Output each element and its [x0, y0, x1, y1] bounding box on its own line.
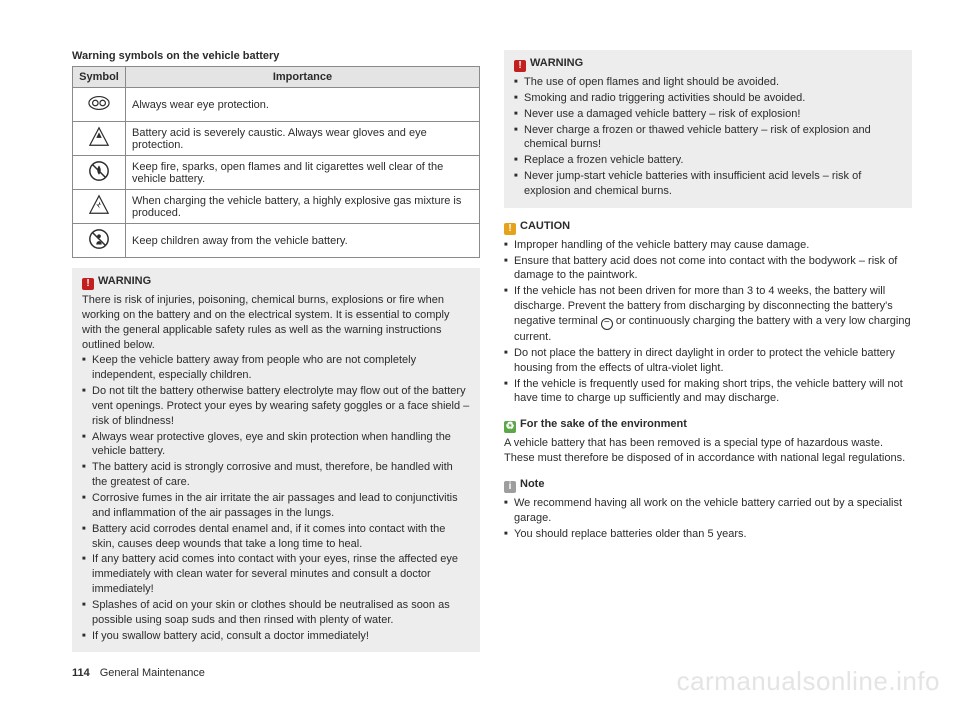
warning-box-left: ! WARNING There is risk of injuries, pois…	[72, 268, 480, 652]
list-item: Splashes of acid on your skin or clothes…	[82, 598, 470, 628]
symbol-cell	[73, 156, 126, 190]
section-name: General Maintenance	[100, 667, 205, 679]
list-item: If any battery acid comes into contact w…	[82, 552, 470, 597]
list-item: Smoking and radio triggering activities …	[514, 91, 902, 106]
note-label: Note	[520, 478, 544, 490]
table-title: Warning symbols on the vehicle battery	[72, 50, 480, 62]
warning-list: The use of open flames and light should …	[514, 75, 902, 199]
symbol-cell	[73, 88, 126, 122]
warning-list: Keep the vehicle battery away from peopl…	[82, 353, 470, 643]
table-row: Keep children away from the vehicle batt…	[73, 224, 480, 258]
list-item: Never use a damaged vehicle battery – ri…	[514, 107, 902, 122]
table-row: When charging the vehicle battery, a hig…	[73, 190, 480, 224]
acid-triangle-icon	[88, 126, 110, 148]
list-item: Corrosive fumes in the air irritate the …	[82, 491, 470, 521]
symbol-desc: Keep children away from the vehicle batt…	[126, 224, 480, 258]
note-heading: i Note	[504, 478, 912, 493]
symbol-cell	[73, 122, 126, 156]
list-item: Improper handling of the vehicle battery…	[504, 238, 912, 253]
symbols-table: Symbol Importance Always wear eye protec…	[72, 66, 480, 258]
warning-intro: There is risk of injuries, poisoning, ch…	[82, 293, 470, 352]
symbol-desc: Battery acid is severely caustic. Always…	[126, 122, 480, 156]
env-heading: ♻ For the sake of the environment	[504, 418, 912, 433]
no-children-icon	[88, 228, 110, 250]
table-header-row: Symbol Importance	[73, 67, 480, 88]
left-column: Warning symbols on the vehicle battery S…	[72, 50, 480, 652]
page-content: Warning symbols on the vehicle battery S…	[0, 0, 960, 672]
list-item: Always wear protective gloves, eye and s…	[82, 430, 470, 460]
warning-label: WARNING	[530, 57, 583, 69]
minus-terminal-icon: −	[601, 318, 613, 330]
symbol-desc: Keep fire, sparks, open flames and lit c…	[126, 156, 480, 190]
env-text: A vehicle battery that has been removed …	[504, 436, 912, 466]
symbol-cell	[73, 190, 126, 224]
table-row: Keep fire, sparks, open flames and lit c…	[73, 156, 480, 190]
th-importance: Importance	[126, 67, 480, 88]
list-item: Battery acid corrodes dental enamel and,…	[82, 522, 470, 552]
symbol-desc: Always wear eye protection.	[126, 88, 480, 122]
warning-box-right: ! WARNING The use of open flames and ligh…	[504, 50, 912, 208]
list-item: Never jump-start vehicle batteries with …	[514, 169, 902, 199]
list-item: The battery acid is strongly corrosive a…	[82, 460, 470, 490]
caution-body: Improper handling of the vehicle battery…	[504, 238, 912, 406]
warning-heading: ! WARNING	[514, 56, 902, 72]
warning-label: WARNING	[98, 275, 151, 287]
list-item: Replace a frozen vehicle battery.	[514, 153, 902, 168]
note-list: We recommend having all work on the vehi…	[504, 496, 912, 542]
list-item: The use of open flames and light should …	[514, 75, 902, 90]
list-item: Do not place the battery in direct dayli…	[504, 346, 912, 376]
warning-heading: ! WARNING	[82, 274, 470, 290]
list-item: You should replace batteries older than …	[504, 527, 912, 542]
note-icon: i	[504, 481, 516, 493]
goggles-icon	[88, 92, 110, 114]
caution-icon: !	[504, 223, 516, 235]
list-item: If the vehicle is frequently used for ma…	[504, 377, 912, 407]
list-item: We recommend having all work on the vehi…	[504, 496, 912, 526]
no-flame-icon	[88, 160, 110, 182]
th-symbol: Symbol	[73, 67, 126, 88]
caution-label: CAUTION	[520, 220, 570, 232]
list-item: Ensure that battery acid does not come i…	[504, 254, 912, 284]
table-row: Battery acid is severely caustic. Always…	[73, 122, 480, 156]
list-item: Never charge a frozen or thawed vehicle …	[514, 123, 902, 153]
symbol-desc: When charging the vehicle battery, a hig…	[126, 190, 480, 224]
list-item: Keep the vehicle battery away from peopl…	[82, 353, 470, 383]
note-body: We recommend having all work on the vehi…	[504, 496, 912, 542]
symbol-cell	[73, 224, 126, 258]
caution-list: Improper handling of the vehicle battery…	[504, 238, 912, 406]
warning-icon: !	[514, 60, 526, 72]
right-column: ! WARNING The use of open flames and ligh…	[504, 50, 912, 652]
explosion-triangle-icon	[88, 194, 110, 216]
list-item: If you swallow battery acid, consult a d…	[82, 629, 470, 644]
warning-icon: !	[82, 278, 94, 290]
watermark: carmanualsonline.info	[677, 666, 940, 697]
environment-icon: ♻	[504, 421, 516, 433]
env-label: For the sake of the environment	[520, 418, 687, 430]
caution-heading: ! CAUTION	[504, 220, 912, 235]
table-row: Always wear eye protection.	[73, 88, 480, 122]
page-number: 114	[72, 667, 90, 679]
page-footer: 114 General Maintenance	[72, 667, 205, 679]
list-item: Do not tilt the battery otherwise batter…	[82, 384, 470, 429]
list-item: If the vehicle has not been driven for m…	[504, 284, 912, 345]
